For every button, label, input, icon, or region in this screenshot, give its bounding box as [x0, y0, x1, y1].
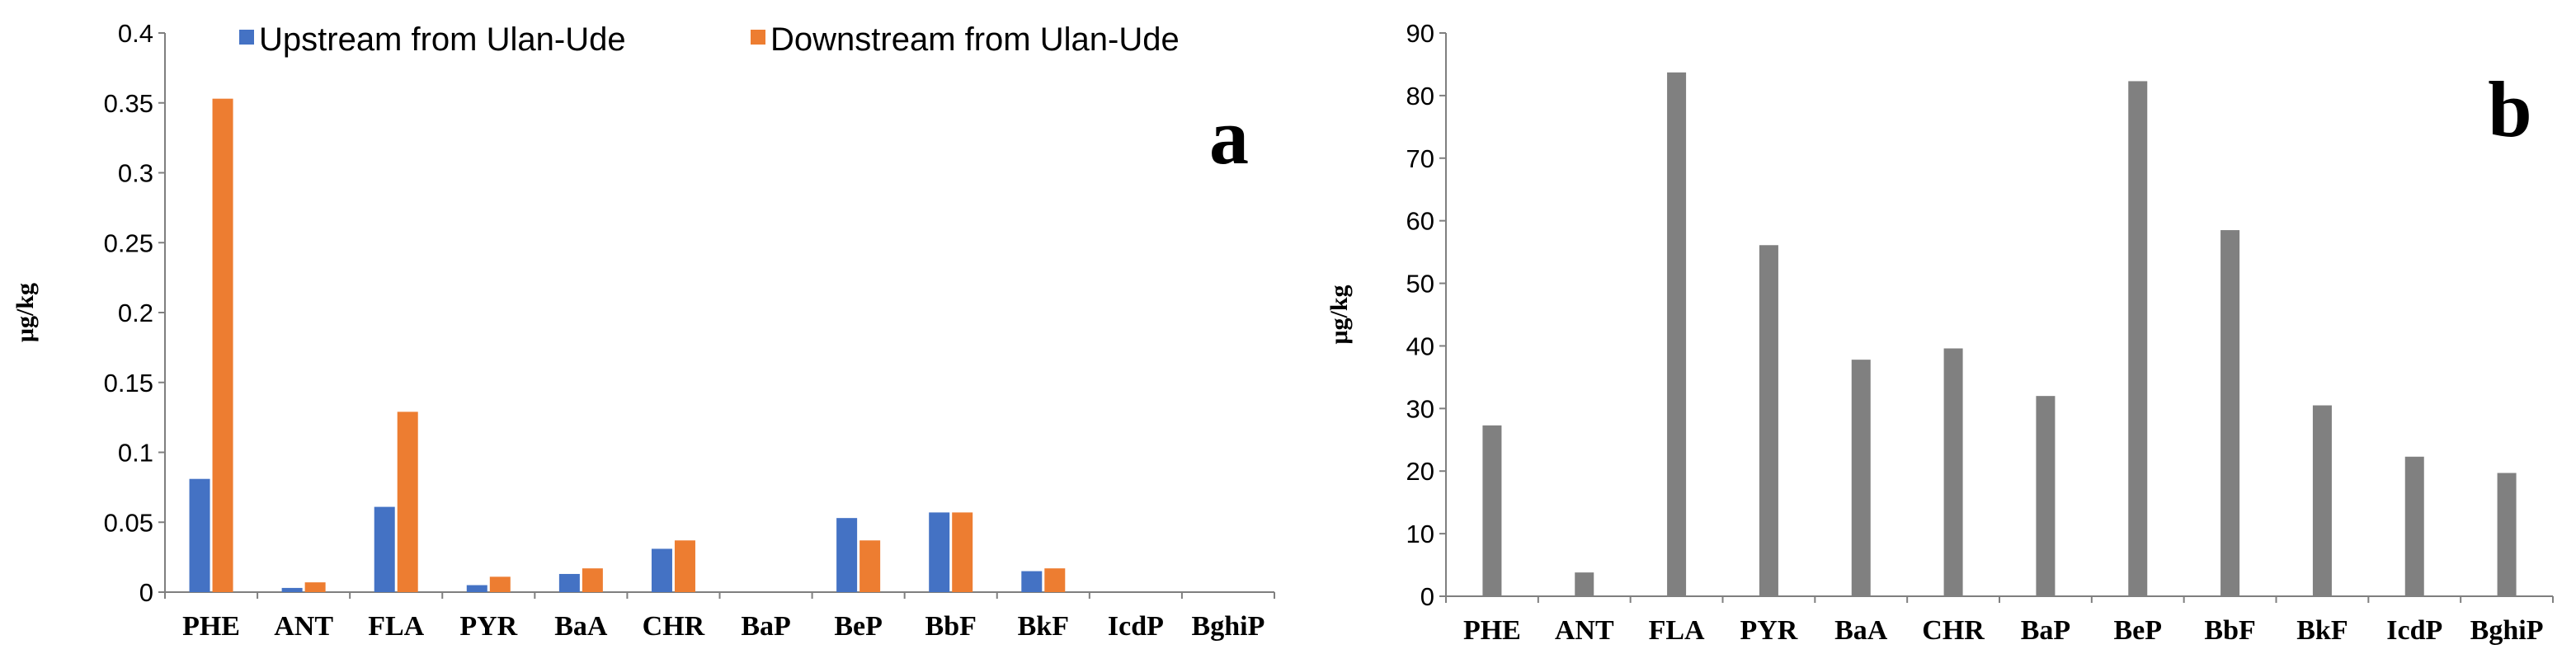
- x-tick-label: BaP: [741, 611, 790, 642]
- bar-chart-b: 0 10 20 30 40 50 60 70 80 90 μg/kg PHE ANT FLA PYR BaA C…: [1326, 19, 2554, 646]
- bar-baa-series-1: [558, 573, 580, 592]
- panel-label: a: [1209, 92, 1249, 181]
- y-tick-label: 40: [1406, 332, 1434, 360]
- bar-phe-series-1: [189, 478, 210, 592]
- x-tick-label: BkF: [1018, 611, 1069, 642]
- bar-fla-series-1: [374, 506, 395, 592]
- bar-fla-series-1: [1667, 72, 1687, 596]
- bar-bep-series-1: [836, 518, 858, 592]
- y-tick-label: 10: [1406, 520, 1434, 548]
- y-tick-label: 0.4: [118, 19, 153, 48]
- y-tick-label: 0: [1420, 582, 1434, 611]
- x-tick-label: PHE: [1463, 615, 1521, 646]
- y-tick-label: 70: [1406, 144, 1434, 173]
- bar-ant-series-2: [304, 582, 326, 592]
- bar-bep-series-2: [859, 540, 881, 592]
- y-tick-label: 90: [1406, 19, 1434, 48]
- y-tick-label: 60: [1406, 207, 1434, 236]
- bar-bbf-series-2: [952, 512, 973, 592]
- x-tick-label: FLA: [1649, 615, 1705, 646]
- y-tick-label: 0.35: [104, 89, 153, 118]
- bar-chart-a: 0 0.05 0.1 0.15 0.2 0.25 0.3 0.35 0.4 μg/kg PHE ANT…: [12, 19, 1275, 642]
- bar-chr-series-1: [651, 548, 672, 592]
- bar-baa-series-1: [1851, 360, 1871, 596]
- x-tick-label: BeP: [2113, 615, 2162, 646]
- bar-bkf-series-2: [1044, 568, 1066, 592]
- legend-label-2: Downstream from Ulan-Ude: [770, 21, 1180, 58]
- bar-pyr-series-1: [466, 585, 487, 592]
- y-tick-label: 80: [1406, 82, 1434, 111]
- bar-pyr-series-1: [1759, 245, 1778, 596]
- y-tick-label: 0.25: [104, 228, 153, 257]
- chart-panel-a: 0 0.05 0.1 0.15 0.2 0.25 0.3 0.35 0.4 μg/kg PHE ANT…: [12, 19, 1275, 642]
- y-tick-label: 0.1: [118, 439, 153, 468]
- x-tick-label: ANT: [1555, 615, 1614, 646]
- x-tick-label: CHR: [1922, 615, 1985, 646]
- x-tick-label: BeP: [834, 611, 883, 642]
- x-tick-label: PYR: [1740, 615, 1797, 646]
- y-tick-label: 30: [1406, 394, 1434, 423]
- bar-phe-series-1: [1482, 425, 1502, 596]
- bar-pyr-series-2: [489, 576, 511, 592]
- x-tick-label: ANT: [274, 611, 333, 642]
- bar-icdp-series-1: [2404, 456, 2424, 596]
- bar-ant-series-1: [1575, 572, 1594, 596]
- y-tick-label: 20: [1406, 457, 1434, 486]
- y-tick-label: 0.2: [118, 299, 153, 327]
- bar-bkf-series-1: [2312, 405, 2332, 596]
- x-tick-label: BaA: [554, 611, 608, 642]
- bar-chr-series-1: [1943, 348, 1963, 596]
- y-tick-label: 0.05: [104, 508, 153, 537]
- bar-bbf-series-1: [929, 512, 950, 592]
- y-tick-label: 0.3: [118, 159, 153, 188]
- bar-phe-series-2: [212, 98, 233, 593]
- x-tick-label: BghiP: [2470, 615, 2544, 646]
- legend-swatch-1: [239, 30, 254, 45]
- x-tick-label: BkF: [2296, 615, 2348, 646]
- x-tick-label: IcdP: [2386, 615, 2442, 646]
- x-tick-label: PHE: [182, 611, 240, 642]
- x-tick-label: CHR: [643, 611, 705, 642]
- chart-panel-b: 0 10 20 30 40 50 60 70 80 90 μg/kg PHE ANT FLA PYR BaA C…: [1297, 0, 2576, 668]
- x-tick-label: PYR: [459, 611, 517, 642]
- bar-bep-series-1: [2128, 81, 2148, 596]
- x-tick-label: BbF: [2204, 615, 2255, 646]
- bar-chr-series-2: [674, 540, 695, 592]
- x-tick-label: IcdP: [1108, 611, 1164, 642]
- bar-fla-series-2: [397, 412, 418, 592]
- x-tick-label: BbF: [925, 611, 977, 642]
- legend-label-1: Upstream from Ulan-Ude: [259, 21, 626, 58]
- bar-bbf-series-1: [2220, 230, 2240, 596]
- y-tick-label: 0: [139, 578, 153, 607]
- panel-label: b: [2488, 65, 2531, 153]
- x-tick-label: BaP: [2021, 615, 2070, 646]
- bar-ant-series-1: [281, 587, 303, 592]
- y-tick-label: 50: [1406, 270, 1434, 299]
- x-tick-label: BaA: [1834, 615, 1888, 646]
- bar-bap-series-1: [2036, 396, 2056, 596]
- bar-baa-series-2: [582, 568, 603, 592]
- bar-bkf-series-1: [1021, 571, 1043, 592]
- x-tick-label: BghiP: [1192, 611, 1265, 642]
- y-tick-label: 0.15: [104, 369, 153, 398]
- x-tick-label: FLA: [368, 611, 424, 642]
- y-axis-label: μg/kg: [1326, 285, 1353, 344]
- legend-swatch-2: [751, 30, 765, 45]
- y-axis-label: μg/kg: [12, 283, 39, 342]
- bar-bghip-series-1: [2497, 473, 2517, 596]
